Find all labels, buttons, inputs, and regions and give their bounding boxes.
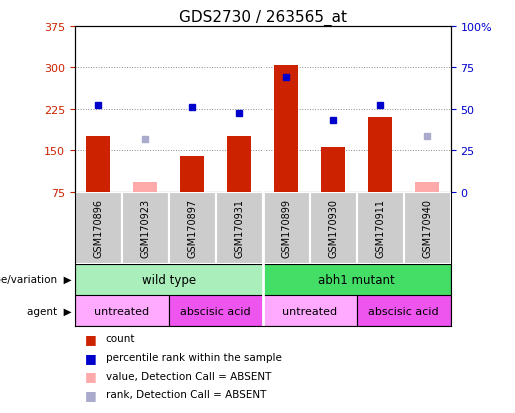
Text: abscisic acid: abscisic acid bbox=[368, 306, 439, 316]
Bar bbox=[263, 264, 451, 295]
Bar bbox=[122, 192, 168, 264]
Bar bbox=[75, 264, 263, 295]
Text: abscisic acid: abscisic acid bbox=[180, 306, 251, 316]
Bar bbox=[75, 295, 168, 326]
Bar bbox=[356, 192, 404, 264]
Bar bbox=[356, 295, 451, 326]
Bar bbox=[75, 192, 122, 264]
Bar bbox=[168, 192, 216, 264]
Text: GSM170897: GSM170897 bbox=[187, 199, 197, 258]
Text: untreated: untreated bbox=[282, 306, 337, 316]
Text: wild type: wild type bbox=[142, 273, 196, 286]
Text: abh1 mutant: abh1 mutant bbox=[318, 273, 395, 286]
Bar bbox=[404, 192, 451, 264]
Bar bbox=[263, 192, 310, 264]
Text: GSM170940: GSM170940 bbox=[422, 199, 432, 258]
Text: GSM170899: GSM170899 bbox=[281, 199, 291, 258]
Text: GSM170923: GSM170923 bbox=[140, 199, 150, 258]
Bar bbox=[321, 148, 345, 192]
Text: ■: ■ bbox=[85, 388, 97, 401]
Text: GSM170931: GSM170931 bbox=[234, 199, 244, 258]
Text: value, Detection Call = ABSENT: value, Detection Call = ABSENT bbox=[106, 371, 271, 381]
Bar bbox=[274, 65, 298, 192]
Bar bbox=[368, 118, 392, 192]
Text: GSM170911: GSM170911 bbox=[375, 199, 385, 258]
Text: GSM170896: GSM170896 bbox=[93, 199, 103, 258]
Bar bbox=[310, 192, 356, 264]
Bar bbox=[228, 137, 251, 192]
Bar bbox=[180, 156, 204, 192]
Text: count: count bbox=[106, 334, 135, 344]
Title: GDS2730 / 263565_at: GDS2730 / 263565_at bbox=[179, 9, 347, 26]
Bar bbox=[133, 183, 157, 192]
Text: percentile rank within the sample: percentile rank within the sample bbox=[106, 352, 282, 362]
Text: genotype/variation  ▶: genotype/variation ▶ bbox=[0, 275, 72, 285]
Text: agent  ▶: agent ▶ bbox=[27, 306, 72, 316]
Text: GSM170930: GSM170930 bbox=[328, 199, 338, 258]
Bar bbox=[416, 183, 439, 192]
Bar bbox=[263, 295, 356, 326]
Bar bbox=[216, 192, 263, 264]
Text: rank, Detection Call = ABSENT: rank, Detection Call = ABSENT bbox=[106, 389, 266, 399]
Bar bbox=[168, 295, 263, 326]
Text: ■: ■ bbox=[85, 332, 97, 345]
Text: untreated: untreated bbox=[94, 306, 149, 316]
Text: ■: ■ bbox=[85, 369, 97, 382]
Text: ■: ■ bbox=[85, 351, 97, 364]
Bar bbox=[87, 137, 110, 192]
